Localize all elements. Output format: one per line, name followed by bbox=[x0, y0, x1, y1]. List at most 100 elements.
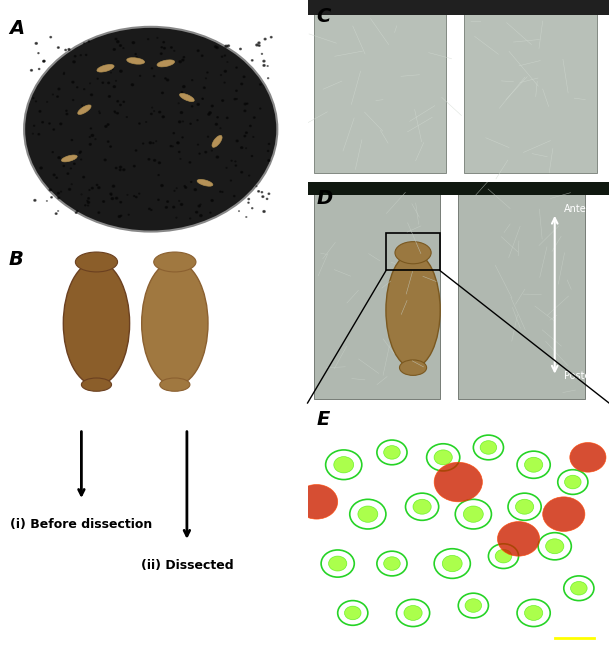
Ellipse shape bbox=[386, 253, 440, 368]
Circle shape bbox=[98, 212, 100, 213]
Circle shape bbox=[81, 159, 82, 160]
Circle shape bbox=[202, 98, 203, 99]
Circle shape bbox=[88, 41, 90, 42]
Circle shape bbox=[185, 187, 187, 188]
Circle shape bbox=[126, 117, 127, 118]
Circle shape bbox=[149, 208, 150, 209]
Circle shape bbox=[104, 159, 106, 161]
Circle shape bbox=[30, 70, 32, 71]
Circle shape bbox=[123, 48, 124, 49]
Circle shape bbox=[132, 84, 133, 86]
Circle shape bbox=[268, 160, 270, 161]
Circle shape bbox=[248, 202, 249, 203]
Ellipse shape bbox=[62, 155, 77, 162]
Circle shape bbox=[465, 599, 482, 612]
Circle shape bbox=[495, 549, 512, 563]
Circle shape bbox=[222, 56, 223, 57]
Ellipse shape bbox=[153, 252, 196, 272]
Circle shape bbox=[69, 188, 71, 190]
Text: Posterior: Posterior bbox=[277, 374, 320, 385]
Circle shape bbox=[120, 70, 122, 72]
Circle shape bbox=[177, 142, 178, 143]
Ellipse shape bbox=[197, 179, 213, 186]
Circle shape bbox=[199, 153, 200, 154]
Circle shape bbox=[217, 117, 218, 118]
Circle shape bbox=[33, 125, 35, 126]
Circle shape bbox=[253, 136, 254, 137]
Circle shape bbox=[236, 140, 238, 142]
Circle shape bbox=[128, 214, 129, 215]
Circle shape bbox=[163, 47, 166, 49]
Circle shape bbox=[159, 111, 161, 113]
Circle shape bbox=[158, 199, 159, 200]
Circle shape bbox=[135, 150, 137, 151]
Circle shape bbox=[570, 443, 606, 472]
Circle shape bbox=[153, 159, 156, 161]
Circle shape bbox=[121, 215, 122, 216]
Circle shape bbox=[190, 218, 191, 219]
Ellipse shape bbox=[212, 135, 222, 148]
Circle shape bbox=[194, 188, 197, 190]
Circle shape bbox=[58, 197, 60, 199]
Circle shape bbox=[515, 499, 533, 514]
Circle shape bbox=[165, 78, 166, 79]
Circle shape bbox=[72, 81, 74, 83]
Circle shape bbox=[161, 92, 163, 94]
Circle shape bbox=[189, 162, 191, 163]
Circle shape bbox=[63, 73, 65, 74]
Circle shape bbox=[216, 156, 219, 158]
Circle shape bbox=[72, 99, 74, 101]
Circle shape bbox=[263, 211, 265, 213]
Circle shape bbox=[256, 44, 258, 46]
Circle shape bbox=[133, 166, 135, 167]
Text: E: E bbox=[317, 410, 330, 430]
Circle shape bbox=[61, 191, 62, 192]
Circle shape bbox=[203, 87, 205, 88]
Circle shape bbox=[161, 47, 163, 48]
Circle shape bbox=[252, 208, 253, 209]
Circle shape bbox=[118, 216, 121, 218]
Circle shape bbox=[113, 86, 116, 88]
Circle shape bbox=[91, 187, 93, 189]
Circle shape bbox=[208, 114, 210, 115]
Bar bbox=[314, 187, 440, 398]
Circle shape bbox=[177, 142, 179, 144]
Circle shape bbox=[253, 117, 255, 118]
Circle shape bbox=[524, 606, 543, 620]
Circle shape bbox=[49, 123, 50, 124]
Circle shape bbox=[200, 214, 202, 216]
Circle shape bbox=[224, 55, 225, 56]
Circle shape bbox=[66, 113, 68, 114]
Bar bbox=[314, 9, 446, 173]
Circle shape bbox=[565, 475, 581, 489]
Circle shape bbox=[198, 205, 200, 207]
Circle shape bbox=[119, 45, 121, 46]
Circle shape bbox=[60, 123, 62, 125]
Circle shape bbox=[244, 135, 245, 136]
Circle shape bbox=[261, 53, 262, 54]
Circle shape bbox=[262, 196, 264, 198]
Circle shape bbox=[258, 45, 260, 46]
Circle shape bbox=[182, 59, 184, 61]
Circle shape bbox=[103, 201, 105, 202]
Ellipse shape bbox=[97, 64, 114, 72]
Circle shape bbox=[67, 173, 69, 174]
Circle shape bbox=[230, 180, 231, 181]
Circle shape bbox=[222, 100, 224, 101]
Circle shape bbox=[38, 134, 40, 135]
Circle shape bbox=[180, 112, 183, 114]
Circle shape bbox=[111, 198, 113, 200]
Text: B: B bbox=[9, 250, 24, 269]
Circle shape bbox=[120, 202, 122, 203]
Circle shape bbox=[241, 147, 243, 148]
Circle shape bbox=[463, 506, 484, 523]
Circle shape bbox=[498, 521, 540, 556]
Circle shape bbox=[259, 84, 261, 85]
Circle shape bbox=[57, 47, 59, 48]
Circle shape bbox=[158, 162, 160, 164]
Circle shape bbox=[252, 60, 253, 61]
Circle shape bbox=[151, 209, 152, 211]
Circle shape bbox=[234, 99, 236, 100]
Circle shape bbox=[83, 89, 85, 90]
Circle shape bbox=[83, 176, 85, 178]
